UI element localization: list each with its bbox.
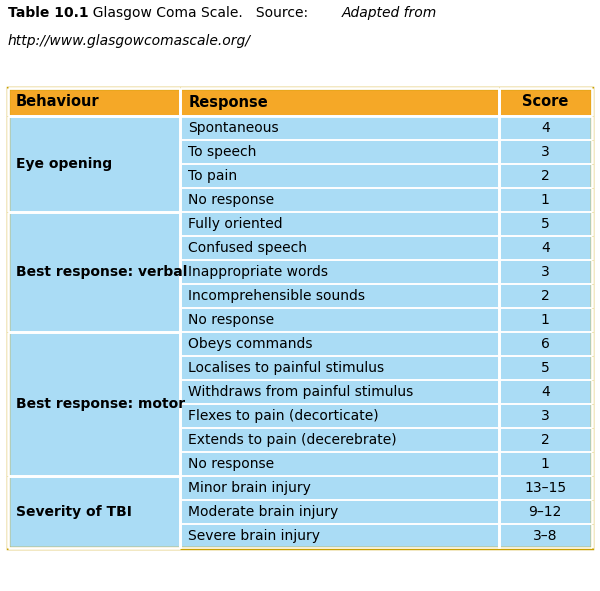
Text: 2: 2 xyxy=(541,289,550,303)
Bar xyxy=(8,116,180,212)
Text: Inappropriate words: Inappropriate words xyxy=(188,265,328,279)
Text: 5: 5 xyxy=(541,217,550,231)
Text: 5: 5 xyxy=(541,361,550,375)
Text: 3: 3 xyxy=(541,145,550,159)
Text: To pain: To pain xyxy=(188,169,238,183)
Bar xyxy=(499,140,592,164)
Bar xyxy=(499,380,592,404)
Text: 4: 4 xyxy=(541,385,550,399)
Bar xyxy=(499,164,592,188)
Bar xyxy=(180,164,499,188)
Text: 4: 4 xyxy=(541,241,550,255)
Bar xyxy=(180,476,499,500)
Text: Minor brain injury: Minor brain injury xyxy=(188,481,311,495)
Bar xyxy=(499,116,592,140)
Bar xyxy=(180,404,499,428)
Text: No response: No response xyxy=(188,313,274,327)
Text: Severe brain injury: Severe brain injury xyxy=(188,529,320,543)
Text: Response: Response xyxy=(188,95,268,109)
Text: Confused speech: Confused speech xyxy=(188,241,307,255)
Text: Adapted from: Adapted from xyxy=(342,6,437,20)
Bar xyxy=(499,284,592,308)
Text: 2: 2 xyxy=(541,169,550,183)
Bar xyxy=(180,356,499,380)
Bar xyxy=(180,332,499,356)
Text: Moderate brain injury: Moderate brain injury xyxy=(188,505,338,519)
Bar xyxy=(180,188,499,212)
Bar xyxy=(180,212,499,236)
Bar xyxy=(180,380,499,404)
Bar xyxy=(180,524,499,548)
Bar xyxy=(499,524,592,548)
Text: http://www.glasgowcomascale.org/: http://www.glasgowcomascale.org/ xyxy=(8,34,251,48)
Bar xyxy=(180,260,499,284)
Bar xyxy=(499,428,592,452)
Text: Incomprehensible sounds: Incomprehensible sounds xyxy=(188,289,365,303)
Bar xyxy=(8,332,180,476)
Bar xyxy=(8,476,180,548)
Bar xyxy=(499,476,592,500)
Bar xyxy=(499,212,592,236)
Text: Localises to painful stimulus: Localises to painful stimulus xyxy=(188,361,385,375)
Bar xyxy=(8,88,180,116)
Bar xyxy=(499,260,592,284)
Text: Spontaneous: Spontaneous xyxy=(188,121,279,135)
Bar xyxy=(499,188,592,212)
Text: 1: 1 xyxy=(541,457,550,471)
Bar xyxy=(180,428,499,452)
Text: Eye opening: Eye opening xyxy=(16,157,112,171)
Text: 6: 6 xyxy=(541,337,550,351)
Bar xyxy=(180,284,499,308)
Text: To speech: To speech xyxy=(188,145,257,159)
Text: Fully oriented: Fully oriented xyxy=(188,217,283,231)
Text: Best response: verbal: Best response: verbal xyxy=(16,265,187,279)
Text: Obeys commands: Obeys commands xyxy=(188,337,313,351)
Bar xyxy=(499,332,592,356)
Bar xyxy=(499,452,592,476)
Bar xyxy=(180,116,499,140)
Bar xyxy=(180,308,499,332)
Text: 9–12: 9–12 xyxy=(529,505,562,519)
Text: Best response: motor: Best response: motor xyxy=(16,397,185,411)
Bar xyxy=(180,236,499,260)
Text: 3: 3 xyxy=(541,409,550,423)
Text: Flexes to pain (decorticate): Flexes to pain (decorticate) xyxy=(188,409,379,423)
Text: 1: 1 xyxy=(541,193,550,207)
Text: 13–15: 13–15 xyxy=(524,481,566,495)
Text: Extends to pain (decerebrate): Extends to pain (decerebrate) xyxy=(188,433,397,447)
Bar xyxy=(180,88,499,116)
Bar xyxy=(180,140,499,164)
Text: 1: 1 xyxy=(541,313,550,327)
Text: No response: No response xyxy=(188,193,274,207)
Bar xyxy=(180,452,499,476)
Text: Score: Score xyxy=(522,95,568,109)
Text: Withdraws from painful stimulus: Withdraws from painful stimulus xyxy=(188,385,413,399)
Bar xyxy=(180,500,499,524)
Bar xyxy=(499,404,592,428)
Text: 4: 4 xyxy=(541,121,550,135)
Bar xyxy=(499,308,592,332)
Bar xyxy=(499,88,592,116)
Bar xyxy=(499,356,592,380)
Bar xyxy=(8,88,592,548)
Text: Glasgow Coma Scale.   Source:: Glasgow Coma Scale. Source: xyxy=(84,6,313,20)
Text: 3: 3 xyxy=(541,265,550,279)
Text: Table 10.1: Table 10.1 xyxy=(8,6,89,20)
Bar xyxy=(499,500,592,524)
Text: 2: 2 xyxy=(541,433,550,447)
Text: Behaviour: Behaviour xyxy=(16,95,100,109)
Text: 3–8: 3–8 xyxy=(533,529,557,543)
Bar xyxy=(8,212,180,332)
Text: Severity of TBI: Severity of TBI xyxy=(16,505,132,519)
Text: No response: No response xyxy=(188,457,274,471)
Bar xyxy=(499,236,592,260)
